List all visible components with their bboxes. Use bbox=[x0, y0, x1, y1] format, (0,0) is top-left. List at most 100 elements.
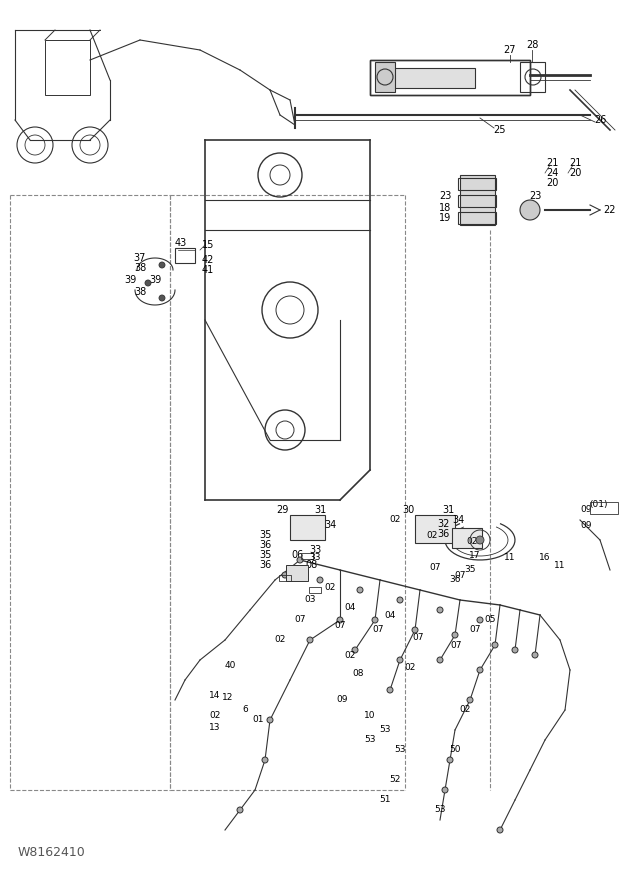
Bar bbox=[385, 68, 475, 88]
Text: 51: 51 bbox=[379, 795, 391, 805]
Bar bbox=[370, 60, 530, 95]
Text: 11: 11 bbox=[504, 553, 516, 562]
Circle shape bbox=[492, 642, 498, 648]
Circle shape bbox=[307, 637, 313, 643]
Text: 34: 34 bbox=[452, 515, 464, 525]
Text: 43: 43 bbox=[175, 238, 187, 248]
Text: 02: 02 bbox=[404, 663, 415, 672]
Text: 40: 40 bbox=[224, 661, 236, 670]
Text: 17: 17 bbox=[469, 551, 481, 560]
Text: W8162410: W8162410 bbox=[18, 845, 86, 858]
Text: 09: 09 bbox=[580, 505, 591, 514]
Circle shape bbox=[532, 652, 538, 658]
Bar bbox=[309, 587, 321, 593]
Circle shape bbox=[237, 807, 243, 813]
Text: 29: 29 bbox=[276, 505, 288, 515]
Text: 53: 53 bbox=[394, 746, 405, 754]
Text: 36: 36 bbox=[259, 540, 271, 550]
Text: 02: 02 bbox=[294, 574, 306, 582]
Text: 35: 35 bbox=[259, 530, 271, 540]
Text: 11: 11 bbox=[554, 560, 565, 569]
Text: 20: 20 bbox=[569, 168, 581, 178]
Circle shape bbox=[337, 617, 343, 623]
Bar bbox=[301, 553, 313, 559]
Circle shape bbox=[397, 597, 403, 603]
Circle shape bbox=[377, 69, 393, 85]
Text: 31: 31 bbox=[314, 505, 326, 515]
Text: 30: 30 bbox=[402, 505, 414, 515]
Text: 24: 24 bbox=[546, 168, 558, 178]
Circle shape bbox=[520, 200, 540, 220]
Text: 53: 53 bbox=[434, 806, 446, 815]
Text: 39: 39 bbox=[124, 275, 136, 285]
Text: 15: 15 bbox=[202, 240, 214, 250]
Text: 07: 07 bbox=[372, 625, 384, 635]
Circle shape bbox=[452, 632, 458, 638]
Text: 18: 18 bbox=[439, 203, 451, 213]
Circle shape bbox=[447, 757, 453, 763]
Text: 08: 08 bbox=[352, 669, 364, 677]
Bar bbox=[375, 62, 395, 92]
Circle shape bbox=[352, 647, 358, 653]
Circle shape bbox=[437, 607, 443, 613]
Text: 53: 53 bbox=[379, 725, 391, 734]
Text: 39: 39 bbox=[149, 275, 161, 285]
Bar bbox=[45, 40, 90, 95]
Bar bbox=[290, 515, 325, 540]
Circle shape bbox=[476, 536, 484, 544]
Text: 12: 12 bbox=[223, 693, 234, 703]
Circle shape bbox=[497, 827, 503, 833]
Circle shape bbox=[357, 587, 363, 593]
Circle shape bbox=[145, 280, 151, 286]
Bar bbox=[458, 178, 496, 190]
Text: 23: 23 bbox=[439, 191, 451, 201]
Text: 01: 01 bbox=[252, 716, 264, 725]
Text: 31: 31 bbox=[442, 505, 454, 515]
Bar bbox=[458, 195, 496, 207]
Text: 21: 21 bbox=[569, 158, 581, 168]
Circle shape bbox=[512, 647, 518, 653]
Text: 02: 02 bbox=[459, 705, 471, 714]
Text: 23: 23 bbox=[529, 191, 541, 201]
Circle shape bbox=[397, 657, 403, 663]
Text: 02: 02 bbox=[466, 538, 477, 546]
Circle shape bbox=[387, 687, 393, 693]
Text: 21: 21 bbox=[546, 158, 558, 168]
Circle shape bbox=[159, 295, 165, 301]
Text: 42: 42 bbox=[202, 255, 214, 265]
Text: 19: 19 bbox=[439, 213, 451, 223]
Text: 09: 09 bbox=[336, 696, 348, 705]
Text: 28: 28 bbox=[526, 40, 538, 50]
Text: 50: 50 bbox=[450, 746, 461, 754]
Bar bbox=[452, 528, 482, 548]
Circle shape bbox=[467, 697, 473, 703]
Text: 02: 02 bbox=[274, 636, 286, 644]
Text: 33: 33 bbox=[309, 545, 321, 555]
Text: 05: 05 bbox=[484, 615, 496, 624]
Circle shape bbox=[437, 657, 443, 663]
Text: 6: 6 bbox=[242, 705, 248, 714]
Text: 36: 36 bbox=[437, 529, 449, 539]
Text: 33: 33 bbox=[309, 553, 321, 562]
Circle shape bbox=[262, 757, 268, 763]
Circle shape bbox=[267, 717, 273, 723]
Text: 14: 14 bbox=[210, 691, 221, 699]
Text: 13: 13 bbox=[210, 724, 221, 732]
Text: 07: 07 bbox=[469, 625, 481, 635]
Text: 02: 02 bbox=[427, 531, 438, 540]
Circle shape bbox=[297, 557, 303, 563]
Bar bbox=[520, 62, 545, 92]
Text: 07: 07 bbox=[294, 615, 306, 624]
Circle shape bbox=[477, 617, 483, 623]
Text: 09: 09 bbox=[580, 520, 591, 530]
Text: 27: 27 bbox=[503, 45, 516, 55]
Bar bbox=[590, 502, 618, 514]
Text: 03: 03 bbox=[304, 595, 316, 604]
Text: 32: 32 bbox=[437, 519, 449, 529]
Text: 07: 07 bbox=[412, 633, 423, 642]
Text: 41: 41 bbox=[202, 265, 214, 275]
Text: 36: 36 bbox=[259, 560, 271, 570]
Text: 02: 02 bbox=[324, 583, 335, 593]
Text: 26: 26 bbox=[594, 115, 606, 125]
Text: 53: 53 bbox=[365, 735, 376, 745]
